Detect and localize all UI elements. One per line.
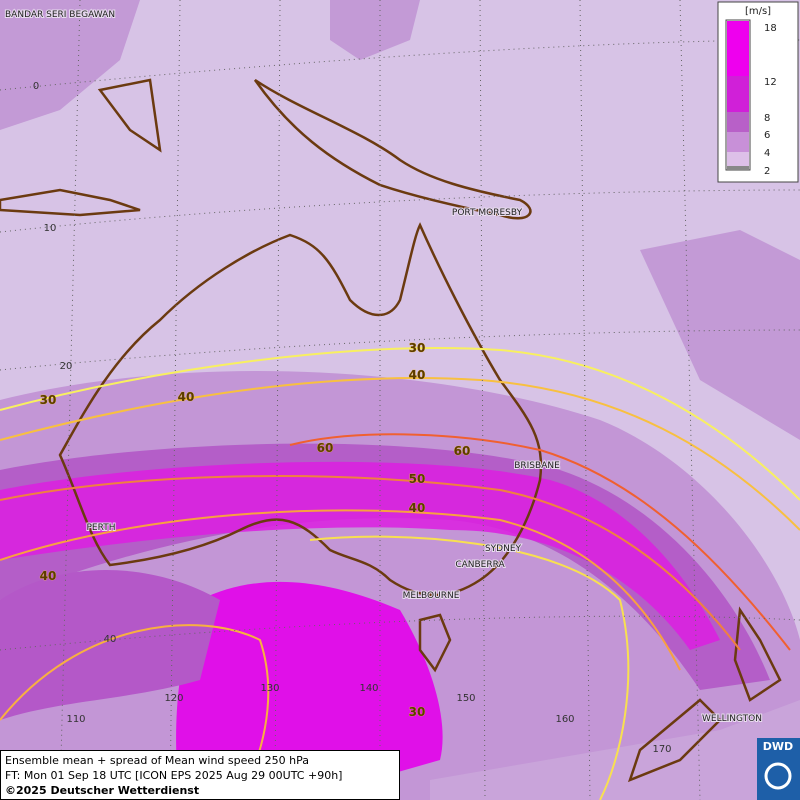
- legend-swatch: [727, 166, 749, 170]
- caption: Ensemble mean + spread of Mean wind spee…: [0, 750, 400, 800]
- legend-swatch: [727, 76, 749, 112]
- city-label: MELBOURNE: [403, 591, 460, 601]
- city-label: BANDAR SERI BEGAWAN: [5, 10, 115, 20]
- legend-tick-label: 2: [764, 166, 770, 177]
- contour-label: 60: [454, 444, 471, 458]
- wind-area: [0, 0, 140, 130]
- city-label: CANBERRA: [455, 560, 505, 570]
- contour-label: 40: [178, 390, 195, 404]
- grid-label: 10: [44, 223, 57, 234]
- contour-40: [0, 509, 681, 671]
- coastline: [0, 78, 782, 783]
- legend-tick-label: 4: [764, 148, 770, 159]
- caption-line: FT: Mon 01 Sep 18 UTC [ICON EPS 2025 Aug…: [5, 769, 343, 782]
- contours: [0, 347, 800, 800]
- grid-label: 130: [260, 683, 279, 694]
- contour-label: 40: [409, 501, 426, 515]
- legend-swatch: [727, 132, 749, 152]
- caption-line: Ensemble mean + spread of Mean wind spee…: [5, 754, 309, 767]
- grid-label: 120: [164, 693, 183, 704]
- contour-30: [0, 347, 800, 501]
- grid-label: 0: [33, 81, 39, 92]
- legend: [m/s]: [717, 1, 799, 183]
- contour-label: 30: [409, 705, 426, 719]
- contour-label: 40: [40, 569, 57, 583]
- city-label: WELLINGTON: [702, 714, 762, 724]
- wind-area: [330, 0, 420, 60]
- grid-label: 160: [555, 714, 574, 725]
- contour-60: [289, 433, 791, 651]
- legend-swatch: [727, 112, 749, 132]
- city-label: PORT MORESBY: [452, 208, 523, 218]
- grid-label: 20: [60, 361, 73, 372]
- legend-tick-label: 8: [764, 113, 770, 124]
- grid-label: 110: [66, 714, 85, 725]
- logo: DWD: [757, 738, 800, 800]
- wind-area: [640, 230, 800, 440]
- legend-swatch: [727, 152, 749, 166]
- grid-label: 40: [104, 634, 117, 645]
- contour-40: [0, 377, 800, 531]
- jet-core: [176, 581, 443, 800]
- caption-line: ©2025 Deutscher Wetterdienst: [5, 784, 200, 797]
- wind-area: [0, 570, 220, 720]
- contour-30: [309, 535, 630, 800]
- logo-icon: [764, 762, 792, 790]
- wind-area: [430, 700, 800, 800]
- legend-tick-label: 12: [764, 77, 777, 88]
- logo-text: DWD: [763, 740, 793, 753]
- logo-box: [757, 738, 800, 800]
- legend-tick-label: 6: [764, 130, 770, 141]
- contour-label: 60: [317, 441, 334, 455]
- city-label: SYDNEY: [485, 544, 522, 554]
- contour-label: 30: [40, 393, 57, 407]
- grid-label: 140: [359, 683, 378, 694]
- contour-label: 30: [409, 341, 426, 355]
- contour-label: 40: [409, 368, 426, 382]
- contour-50: [0, 475, 741, 651]
- city-label: BRISBANE: [514, 461, 560, 471]
- legend-tick-label: 18: [764, 23, 777, 34]
- jet-core: [0, 461, 720, 650]
- legend-unit: [m/s]: [745, 6, 771, 17]
- grid-label: 170: [652, 744, 671, 755]
- grid-label: 150: [456, 693, 475, 704]
- legend-swatch: [727, 21, 749, 76]
- contour-label: 50: [409, 472, 426, 486]
- city-label: PERTH: [87, 523, 116, 533]
